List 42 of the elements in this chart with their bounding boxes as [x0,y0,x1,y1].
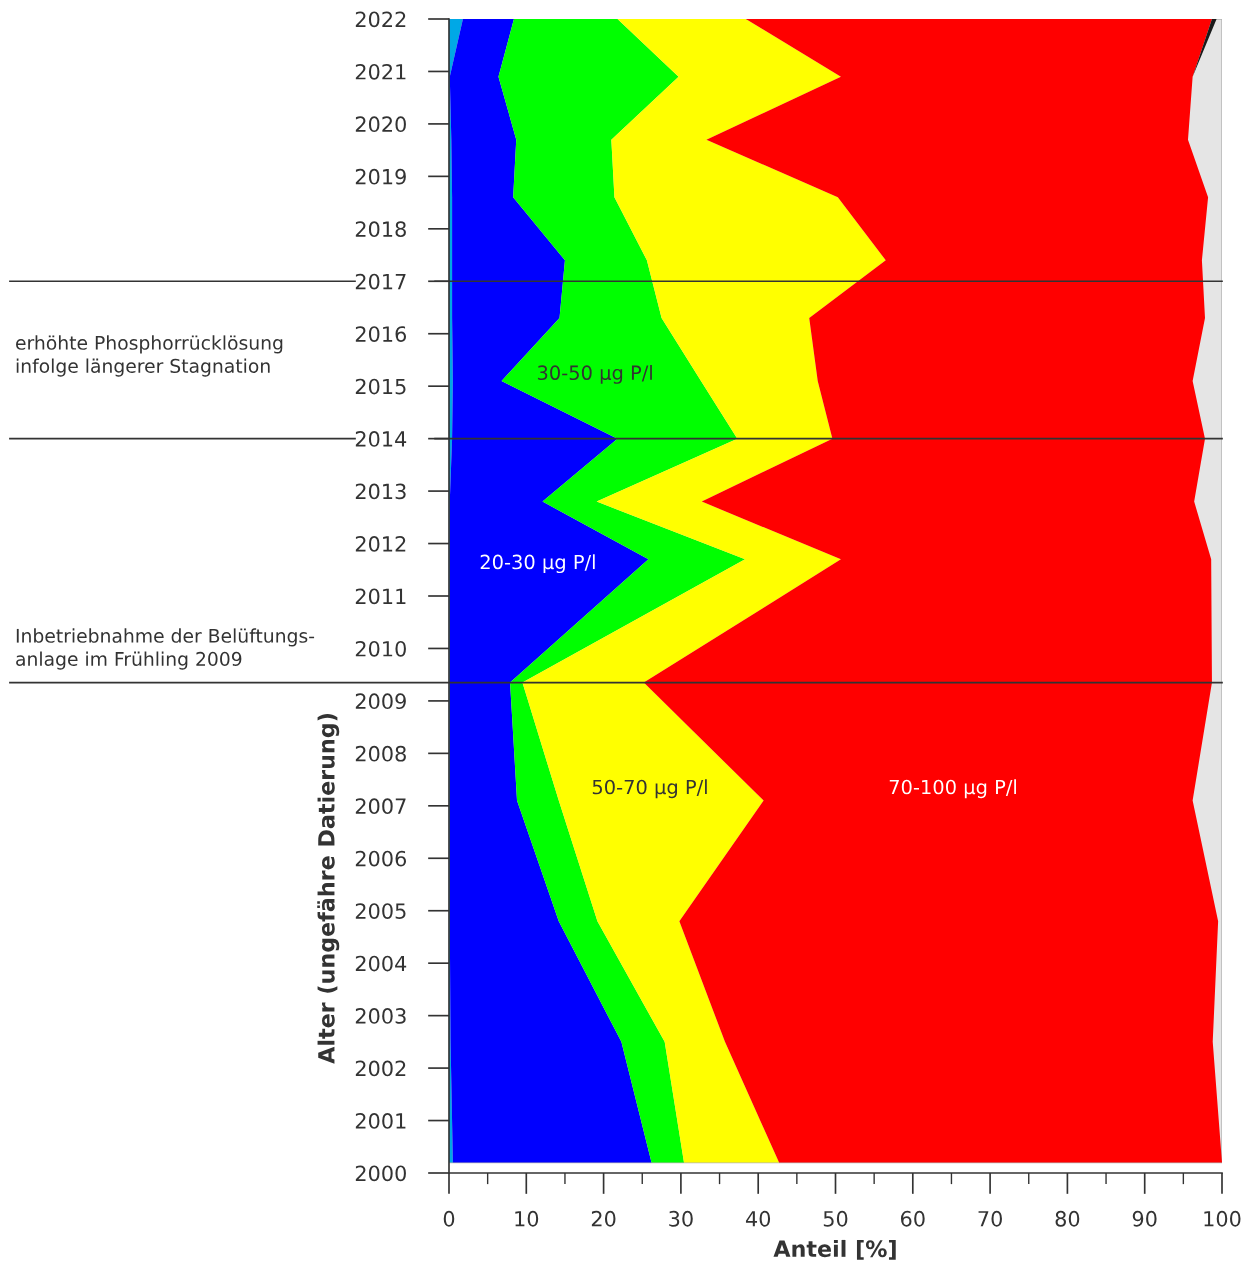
y-tick-label: 2017 [355,273,406,290]
series-label: 70-100 µg P/l [889,779,1016,799]
series-label: 30-50 µg P/l [537,365,652,384]
x-tick-label: 90 [1132,1210,1157,1227]
y-tick-label: 2022 [355,11,406,28]
y-tick-label: 2019 [355,168,406,185]
x-tick-label: 70 [978,1210,1002,1227]
y-tick-label: 2018 [355,221,406,238]
y-tick-label: 2014 [355,431,407,447]
x-tick-label: 30 [669,1210,693,1227]
y-axis-title: Alter (ungefähre Datierung) [317,714,340,1064]
x-tick-label: 40 [745,1210,771,1227]
y-tick-label: 2012 [355,536,406,552]
y-tick-label: 2021 [355,63,406,80]
x-tick-label: 60 [901,1210,925,1227]
y-tick-label: 2001 [355,1113,406,1129]
y-tick-label: 2005 [355,903,406,919]
x-tick-label: 0 [443,1210,455,1227]
text: Inbetriebnahme der Belüftungs- anlage im Frühling 2009 [16,628,315,670]
y-tick-label: 2006 [355,850,407,867]
y-tick-label: 2008 [355,745,406,762]
x-tick-label: 10 [515,1210,539,1227]
y-tick-label: 2020 [355,116,406,133]
series-label: 20-30 µg P/l [480,554,595,574]
y-tick-label: 2004 [355,955,407,972]
x-tick-label: 100 [1204,1210,1241,1227]
y-tick-label: 2002 [355,1060,406,1077]
y-tick-label: 2011 [355,588,406,605]
y-tick-label: 2009 [355,693,406,710]
x-tick-label: 80 [1055,1210,1080,1227]
x-axis-title: Anteil [%] [773,1239,896,1260]
y-tick-label: 2000 [355,1165,406,1182]
y-tick-label: 2013 [355,483,406,500]
y-tick-label: 2007 [355,798,406,815]
x-tick-label: 20 [591,1210,616,1227]
y-tick-label: 2010 [355,640,406,657]
x-tick-label: 50 [823,1210,848,1227]
y-tick-label: 2016 [355,326,407,342]
series-label: 50-70 µg P/l [592,779,707,799]
y-tick-label: 2003 [355,1008,406,1024]
y-tick-label: 2015 [355,378,406,395]
text: erhöhte Phosphorrücklösung infolge längerer Stagnation [16,335,283,377]
